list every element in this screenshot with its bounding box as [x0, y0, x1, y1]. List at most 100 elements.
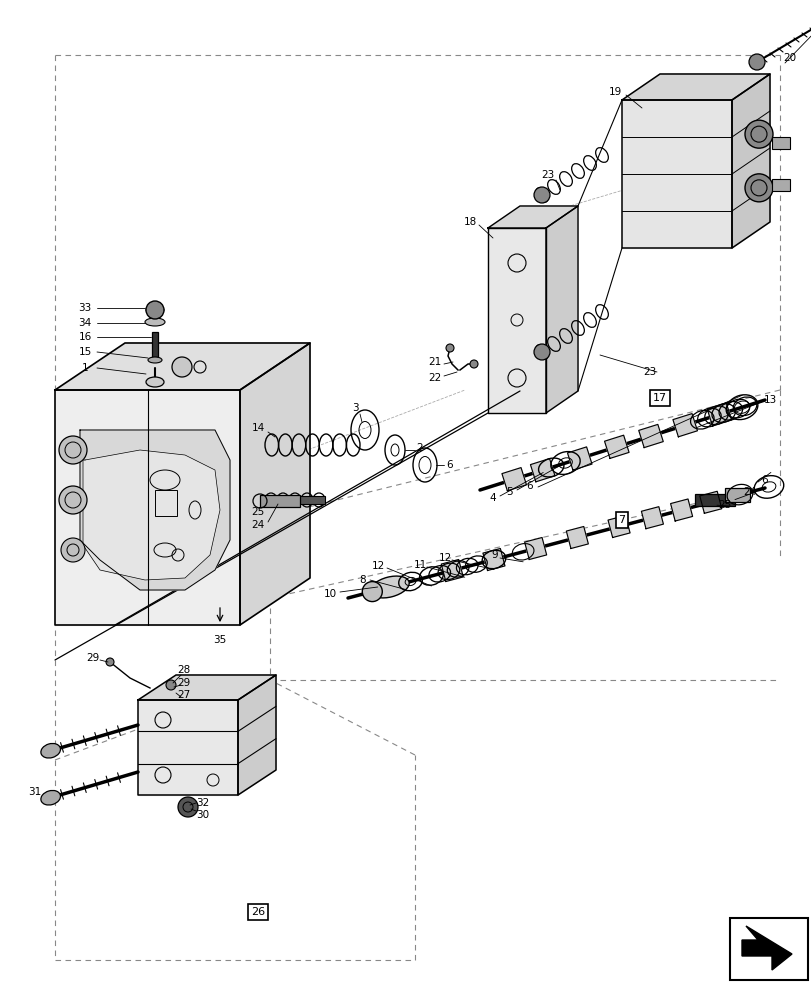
Polygon shape: [731, 74, 769, 248]
Text: 31: 31: [28, 787, 41, 797]
Polygon shape: [83, 450, 220, 580]
Ellipse shape: [41, 743, 60, 758]
Text: 21: 21: [428, 357, 441, 367]
Text: 6: 6: [446, 460, 453, 470]
Circle shape: [165, 680, 176, 690]
Bar: [724, 488, 749, 502]
Polygon shape: [741, 926, 791, 970]
Ellipse shape: [370, 576, 409, 598]
Polygon shape: [80, 430, 230, 590]
Circle shape: [445, 344, 453, 352]
Text: 5: 5: [506, 487, 513, 497]
Text: 12: 12: [438, 553, 451, 563]
Polygon shape: [699, 491, 721, 513]
Ellipse shape: [362, 582, 382, 602]
Text: 34: 34: [79, 318, 92, 328]
Text: 25: 25: [251, 507, 264, 517]
Bar: [729, 918, 807, 980]
Polygon shape: [638, 424, 663, 448]
Circle shape: [178, 797, 198, 817]
Text: 16: 16: [79, 332, 92, 342]
Text: 25: 25: [718, 500, 731, 510]
Circle shape: [744, 120, 772, 148]
Polygon shape: [641, 507, 663, 529]
Text: 12: 12: [371, 561, 384, 571]
Polygon shape: [565, 527, 588, 548]
Polygon shape: [487, 228, 545, 413]
Text: 29: 29: [177, 678, 191, 688]
Bar: [260, 495, 299, 507]
Text: 8: 8: [359, 575, 366, 585]
Text: 4: 4: [489, 493, 496, 503]
Bar: [694, 494, 734, 506]
Text: 6: 6: [761, 475, 767, 485]
Text: 3: 3: [351, 403, 358, 413]
Text: 23: 23: [541, 170, 554, 180]
Polygon shape: [607, 516, 629, 537]
Polygon shape: [706, 403, 731, 426]
Text: 15: 15: [79, 347, 92, 357]
Text: 35: 35: [213, 635, 226, 645]
Polygon shape: [604, 435, 629, 458]
Polygon shape: [55, 343, 310, 390]
Polygon shape: [672, 414, 697, 437]
Circle shape: [470, 360, 478, 368]
Text: 24: 24: [742, 487, 756, 497]
Text: 30: 30: [196, 810, 209, 820]
Polygon shape: [524, 538, 546, 559]
Polygon shape: [545, 206, 577, 413]
Polygon shape: [55, 390, 240, 625]
Circle shape: [534, 187, 549, 203]
Text: 22: 22: [428, 373, 441, 383]
Text: 11: 11: [413, 560, 426, 570]
Polygon shape: [440, 560, 463, 581]
Text: 28: 28: [177, 665, 191, 675]
Circle shape: [748, 54, 764, 70]
Text: 32: 32: [196, 798, 209, 808]
Ellipse shape: [41, 790, 60, 805]
Text: 18: 18: [463, 217, 476, 227]
Text: 29: 29: [86, 653, 100, 663]
Bar: [771, 137, 789, 149]
Text: 20: 20: [783, 53, 796, 63]
Circle shape: [744, 174, 772, 202]
Text: 13: 13: [762, 395, 775, 405]
Text: 14: 14: [251, 423, 264, 433]
Text: 27: 27: [177, 690, 191, 700]
Circle shape: [146, 301, 164, 319]
Circle shape: [59, 436, 87, 464]
Text: 24: 24: [251, 520, 264, 530]
Text: 19: 19: [607, 87, 621, 97]
Polygon shape: [670, 499, 692, 521]
Text: 33: 33: [79, 303, 92, 313]
Text: 9: 9: [491, 550, 498, 560]
Circle shape: [61, 538, 85, 562]
Bar: [152, 332, 158, 357]
Polygon shape: [621, 74, 769, 100]
Polygon shape: [238, 675, 276, 795]
Polygon shape: [483, 549, 504, 570]
Text: 17: 17: [652, 393, 667, 403]
Text: 6: 6: [526, 481, 533, 491]
Bar: [264, 496, 324, 504]
Ellipse shape: [146, 307, 164, 313]
Bar: [771, 179, 789, 191]
Circle shape: [59, 486, 87, 514]
Polygon shape: [138, 700, 238, 795]
Polygon shape: [621, 100, 731, 248]
Text: 26: 26: [251, 907, 264, 917]
Text: 2: 2: [416, 443, 423, 453]
Polygon shape: [530, 459, 554, 482]
Polygon shape: [487, 206, 577, 228]
Ellipse shape: [145, 318, 165, 326]
Circle shape: [534, 344, 549, 360]
Circle shape: [172, 357, 191, 377]
Circle shape: [106, 658, 114, 666]
Polygon shape: [240, 343, 310, 625]
Text: 10: 10: [323, 589, 336, 599]
Polygon shape: [138, 675, 276, 700]
Polygon shape: [501, 468, 526, 491]
Text: 7: 7: [618, 515, 624, 525]
Bar: [155, 490, 177, 516]
Ellipse shape: [146, 377, 164, 387]
